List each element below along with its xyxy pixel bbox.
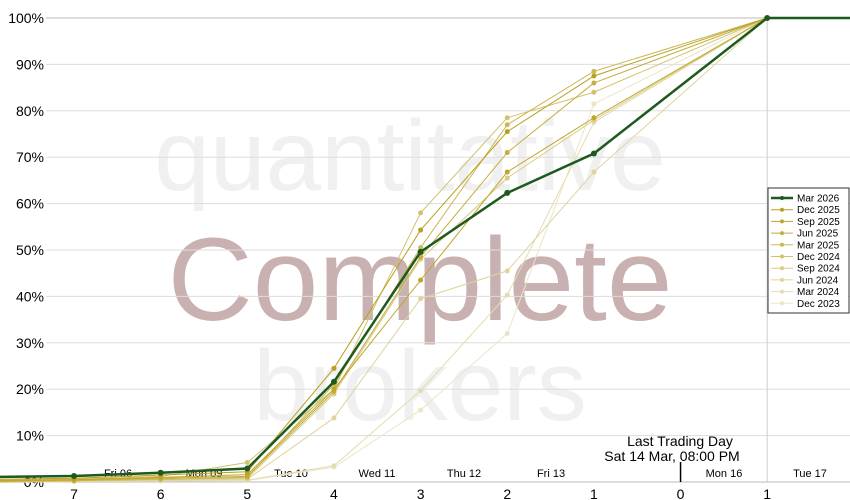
- day-label: Mon 16: [706, 468, 743, 480]
- watermark-text: quantitative: [154, 100, 665, 212]
- data-point: [418, 277, 424, 283]
- data-point: [764, 15, 771, 21]
- x-tick-label: 3: [417, 486, 425, 500]
- data-point: [418, 388, 424, 394]
- data-point: [504, 189, 511, 196]
- data-point: [504, 331, 510, 337]
- data-point: [418, 296, 424, 302]
- data-point: [591, 73, 597, 79]
- legend-label: Dec 2023: [797, 299, 840, 310]
- series-line-dec-2025: [0, 17, 850, 480]
- data-point: [244, 465, 251, 472]
- watermark-text: brokers: [253, 330, 586, 442]
- y-tick-label: 50%: [16, 242, 44, 258]
- legend-label: Mar 2024: [797, 287, 840, 298]
- series-line-dec-2024: [0, 17, 850, 481]
- x-tick-label: 6: [157, 486, 165, 500]
- y-tick-label: 70%: [16, 149, 44, 165]
- legend-marker: [780, 196, 784, 200]
- legend-marker: [780, 254, 784, 259]
- x-tick-label: 1: [590, 486, 598, 500]
- data-point: [591, 68, 597, 74]
- legend-label: Sep 2025: [797, 217, 840, 228]
- legend-label: Dec 2024: [797, 252, 840, 263]
- data-point: [71, 472, 77, 479]
- series-line-mar-2026: [0, 16, 850, 479]
- data-point: [504, 115, 510, 121]
- data-point: [504, 150, 510, 156]
- day-label: Thu 12: [447, 468, 481, 480]
- legend-label: Dec 2025: [797, 205, 840, 216]
- data-point: [417, 248, 424, 255]
- data-point: [418, 210, 424, 216]
- data-point: [504, 129, 510, 135]
- legend-marker: [780, 219, 784, 224]
- annotation-line2: Sat 14 Mar, 08:00 PM: [604, 448, 739, 464]
- x-tick-label: 1: [763, 486, 771, 500]
- data-point: [591, 115, 597, 121]
- data-point: [504, 122, 510, 128]
- legend-label: Jun 2024: [797, 275, 839, 286]
- data-point: [504, 175, 510, 181]
- data-point: [504, 268, 510, 274]
- data-point: [331, 365, 337, 371]
- data-point: [331, 386, 337, 392]
- data-point: [331, 415, 337, 421]
- data-point: [590, 150, 597, 157]
- x-tick-label: 5: [243, 486, 251, 500]
- x-tick-label: 7: [70, 486, 78, 500]
- legend-label: Jun 2025: [797, 229, 839, 240]
- data-point: [591, 80, 597, 86]
- legend-marker: [780, 242, 784, 247]
- series-line-jun-2025: [0, 17, 850, 482]
- x-tick-label: 4: [330, 486, 338, 500]
- x-tick-label: 0: [677, 486, 685, 500]
- legend-label: Sep 2024: [797, 264, 840, 275]
- legend-marker: [780, 207, 784, 212]
- y-tick-label: 80%: [16, 103, 44, 119]
- data-point: [157, 469, 164, 476]
- y-tick-label: 100%: [8, 10, 44, 26]
- data-point: [418, 227, 424, 233]
- y-tick-label: 10%: [16, 428, 44, 444]
- y-tick-label: 60%: [16, 196, 44, 212]
- x-tick-label: 2: [503, 486, 511, 500]
- data-point: [244, 460, 250, 466]
- y-tick-label: 90%: [16, 56, 44, 72]
- data-point: [504, 292, 510, 298]
- y-tick-label: 40%: [16, 288, 44, 304]
- data-point: [591, 89, 597, 95]
- legend-label: Mar 2025: [797, 240, 840, 251]
- data-point: [591, 101, 597, 107]
- legend-marker: [780, 231, 784, 236]
- legend-marker: [780, 266, 784, 271]
- legend-label: Mar 2026: [797, 194, 840, 205]
- day-label: Wed 11: [359, 468, 396, 480]
- day-label: Tue 17: [793, 468, 827, 480]
- day-label: Fri 13: [537, 468, 565, 480]
- data-point: [418, 407, 424, 413]
- y-tick-label: 20%: [16, 381, 44, 397]
- data-point: [504, 169, 510, 175]
- data-point: [418, 245, 424, 251]
- data-point: [591, 169, 597, 175]
- series-line-sep-2025: [0, 17, 850, 482]
- legend-marker: [780, 289, 784, 294]
- data-point: [330, 378, 337, 385]
- y-tick-label: 30%: [16, 335, 44, 351]
- legend-marker: [780, 301, 784, 306]
- annotation-line1: Last Trading Day: [627, 433, 733, 449]
- legend-marker: [780, 277, 784, 282]
- data-point: [331, 463, 337, 469]
